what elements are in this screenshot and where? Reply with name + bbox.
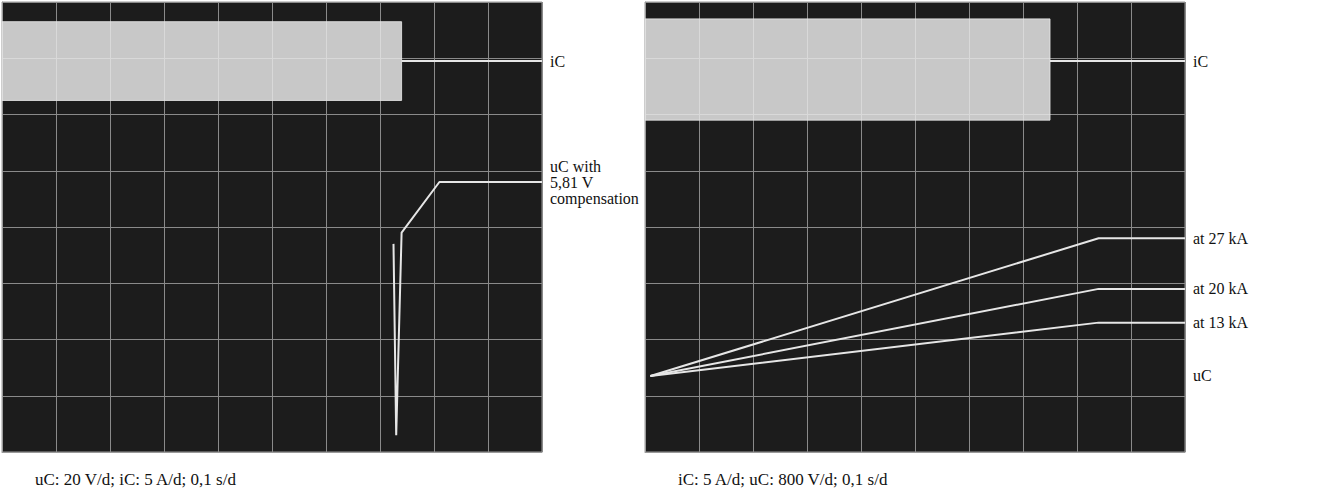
svg-text:compensation: compensation: [550, 190, 639, 208]
svg-text:at 27 kA: at 27 kA: [1193, 230, 1249, 247]
svg-text:uC: uC: [1193, 367, 1212, 384]
svg-text:iC: iC: [1193, 53, 1208, 70]
svg-text:iC: iC: [550, 53, 565, 70]
svg-text:uC: 20 V/d; iC: 5 A/d; 0,1 s/d: uC: 20 V/d; iC: 5 A/d; 0,1 s/d: [35, 470, 236, 489]
svg-text:at 20 kA: at 20 kA: [1193, 280, 1249, 297]
svg-text:at 13 kA: at 13 kA: [1193, 314, 1249, 331]
svg-text:5,81 V: 5,81 V: [550, 174, 594, 191]
svg-text:uC with: uC with: [550, 158, 601, 175]
svg-text:iC: 5 A/d; uC: 800 V/d; 0,1 s/: iC: 5 A/d; uC: 800 V/d; 0,1 s/d: [678, 470, 888, 489]
